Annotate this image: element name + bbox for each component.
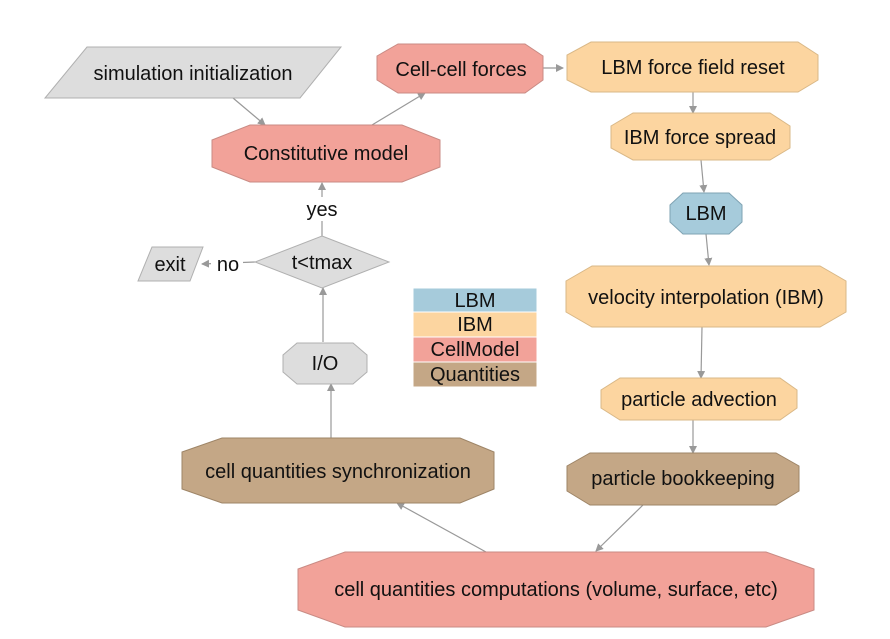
legend-swatch-ibm: [412, 311, 538, 338]
node-t-check-decision: t<tmax: [253, 235, 391, 289]
node-cell-quantities-computations: cell quantities computations (volume, su…: [297, 551, 815, 628]
legend-label-lbm: LBM: [454, 290, 495, 312]
edge-init-to-constitutive: [232, 97, 266, 126]
node-io: I/O: [282, 342, 368, 385]
yes-label-bg: [300, 197, 346, 221]
node-lbm-force-field-reset: LBM force field reset: [566, 41, 819, 93]
node-exit: exit: [137, 246, 204, 282]
io-label: I/O: [312, 353, 339, 375]
velocity-interpolation-label: velocity interpolation (IBM): [588, 287, 824, 309]
cell-quantities-synchronization-label: cell quantities synchronization: [205, 461, 471, 483]
node-constitutive-model: Constitutive model: [211, 124, 441, 183]
cell-cell-forces-label: Cell-cell forces: [395, 59, 526, 81]
legend-swatch-quantities: [412, 361, 538, 388]
particle-advection-label: particle advection: [621, 389, 777, 411]
legend-label-quantities: Quantities: [430, 364, 520, 386]
no-label-bg: [211, 252, 243, 276]
node-particle-bookkeeping: particle bookkeeping: [566, 452, 800, 506]
edge-lbm-to-velocity: [704, 233, 713, 266]
node-simulation-initialization: simulation initialization: [43, 46, 343, 99]
legend-label-cellmodel: CellModel: [431, 339, 520, 361]
particle-bookkeeping-label: particle bookkeeping: [591, 468, 774, 490]
lbm-force-field-reset-label: LBM force field reset: [601, 57, 785, 79]
ibm-force-spread-label: IBM force spread: [624, 127, 776, 149]
legend-swatch-lbm: [412, 287, 538, 313]
node-cell-quantities-synchronization: cell quantities synchronization: [181, 437, 495, 504]
edge-bookkeeping-to-computations: [595, 504, 644, 552]
node-particle-advection: particle advection: [600, 377, 798, 421]
edge-velocity-to-advection: [697, 326, 706, 379]
node-ibm-force-spread: IBM force spread: [610, 112, 791, 161]
edge-computations-to-sync: [396, 502, 487, 553]
node-lbm: LBM: [669, 192, 743, 235]
legend: LBM IBM CellModel Quantities: [412, 287, 538, 388]
node-cell-cell-forces: Cell-cell forces: [376, 43, 544, 94]
node-velocity-interpolation: velocity interpolation (IBM): [565, 265, 847, 328]
t-check-label: t<tmax: [292, 252, 353, 274]
edge-label-no: no: [217, 254, 239, 276]
lbm-label: LBM: [685, 203, 726, 225]
exit-label: exit: [154, 254, 186, 276]
edge-constitutive-to-cellcell: [371, 92, 426, 126]
legend-swatch-cellmodel: [412, 336, 538, 363]
simulation-initialization-label: simulation initialization: [94, 63, 293, 85]
constitutive-model-label: Constitutive model: [244, 143, 409, 165]
cell-quantities-computations-label: cell quantities computations (volume, su…: [334, 579, 778, 601]
edge-label-yes: yes: [306, 199, 337, 221]
legend-label-ibm: IBM: [457, 314, 493, 336]
edge-ibmspread-to-lbm: [699, 159, 708, 193]
